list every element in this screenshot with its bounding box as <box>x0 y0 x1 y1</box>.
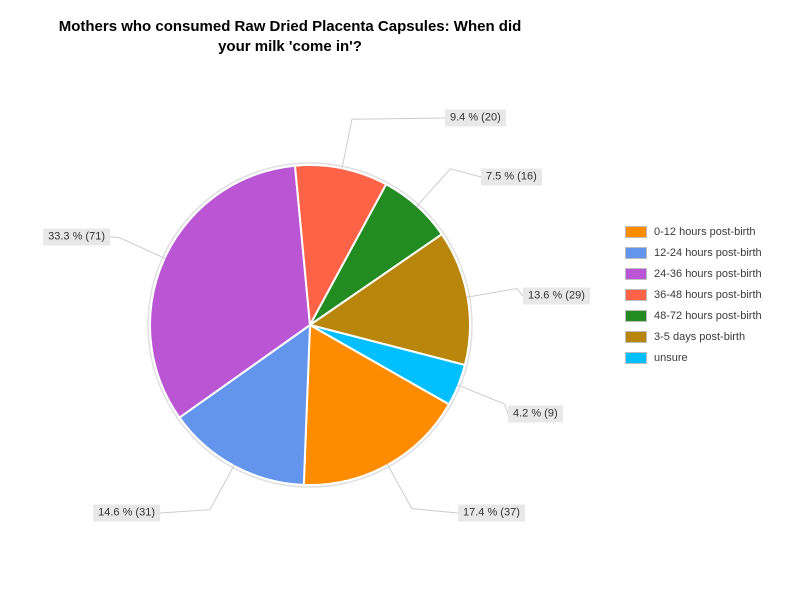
legend-swatch-icon <box>625 225 647 238</box>
legend-item-label: 36-48 hours post-birth <box>654 288 762 301</box>
slice-callout-0: 17.4 % (37) <box>458 504 525 522</box>
slice-callout-4: 7.5 % (16) <box>481 168 542 186</box>
slice-callout-1: 14.6 % (31) <box>93 504 160 522</box>
leader-line-1 <box>159 464 235 514</box>
pie-outer-ring <box>147 162 473 488</box>
legend-item-label: 24-36 hours post-birth <box>654 267 762 280</box>
chart-title: Mothers who consumed Raw Dried Placenta … <box>0 17 580 57</box>
chart-title-line1: Mothers who consumed Raw Dried Placenta … <box>58 18 522 35</box>
legend-swatch-icon <box>625 267 647 280</box>
slice-callout-2: 33.3 % (71) <box>43 228 110 246</box>
legend-item-2: 24-36 hours post-birth <box>625 263 762 284</box>
leader-line-5 <box>466 287 524 298</box>
legend-item-label: 3-5 days post-birth <box>654 330 746 343</box>
leader-line-0 <box>386 463 459 514</box>
legend-swatch-icon <box>625 246 647 259</box>
leader-line-6 <box>457 384 509 415</box>
legend-item-label: 12-24 hours post-birth <box>654 246 762 259</box>
legend-item-label: unsure <box>654 351 688 364</box>
legend-swatch-icon <box>625 309 647 322</box>
legend-swatch-icon <box>625 288 647 301</box>
legend-swatch-icon <box>625 330 647 343</box>
chart-title-line2: your milk 'come in'? <box>218 38 362 55</box>
legend-item-5: 3-5 days post-birth <box>625 326 762 347</box>
leader-line-4 <box>415 168 482 208</box>
legend-item-label: 48-72 hours post-birth <box>654 309 762 322</box>
slice-callout-6: 4.2 % (9) <box>508 405 563 423</box>
slice-callout-3: 9.4 % (20) <box>445 109 506 127</box>
legend-item-label: 0-12 hours post-birth <box>654 225 756 238</box>
leader-line-3 <box>341 117 446 170</box>
legend-item-4: 48-72 hours post-birth <box>625 305 762 326</box>
legend-swatch-icon <box>625 351 647 364</box>
legend-item-1: 12-24 hours post-birth <box>625 242 762 263</box>
legend-item-0: 0-12 hours post-birth <box>625 221 762 242</box>
legend-item-6: unsure <box>625 347 762 368</box>
chart-legend: 0-12 hours post-birth 12-24 hours post-bi… <box>625 221 762 368</box>
legend-item-3: 36-48 hours post-birth <box>625 284 762 305</box>
leader-line-2 <box>109 236 166 260</box>
slice-callout-5: 13.6 % (29) <box>523 287 590 305</box>
